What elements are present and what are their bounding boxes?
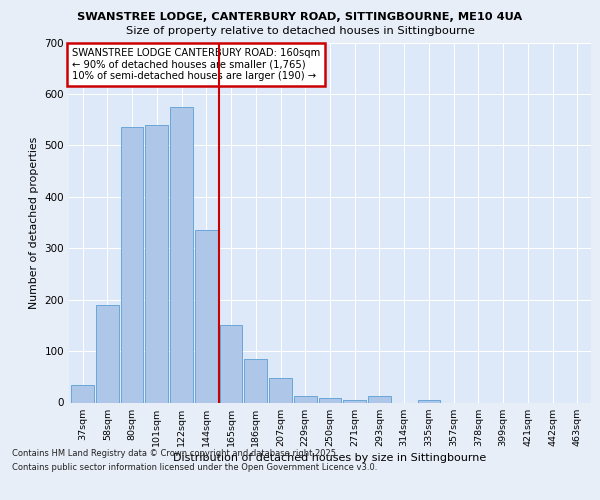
Y-axis label: Number of detached properties: Number of detached properties — [29, 136, 39, 308]
Bar — [294, 396, 317, 402]
Text: Size of property relative to detached houses in Sittingbourne: Size of property relative to detached ho… — [125, 26, 475, 36]
Bar — [220, 326, 242, 402]
Text: Contains public sector information licensed under the Open Government Licence v3: Contains public sector information licen… — [12, 464, 377, 472]
Bar — [170, 107, 193, 403]
Text: SWANSTREE LODGE, CANTERBURY ROAD, SITTINGBOURNE, ME10 4UA: SWANSTREE LODGE, CANTERBURY ROAD, SITTIN… — [77, 12, 523, 22]
Bar — [71, 384, 94, 402]
Text: SWANSTREE LODGE CANTERBURY ROAD: 160sqm
← 90% of detached houses are smaller (1,: SWANSTREE LODGE CANTERBURY ROAD: 160sqm … — [71, 48, 320, 81]
Bar — [269, 378, 292, 402]
Bar — [244, 359, 267, 403]
Text: Contains HM Land Registry data © Crown copyright and database right 2025.: Contains HM Land Registry data © Crown c… — [12, 448, 338, 458]
Bar — [121, 128, 143, 402]
Bar — [145, 125, 168, 402]
Bar — [418, 400, 440, 402]
Bar — [368, 396, 391, 402]
Bar — [343, 400, 366, 402]
X-axis label: Distribution of detached houses by size in Sittingbourne: Distribution of detached houses by size … — [173, 453, 487, 463]
Bar — [195, 230, 218, 402]
Bar — [319, 398, 341, 402]
Bar — [96, 305, 119, 402]
